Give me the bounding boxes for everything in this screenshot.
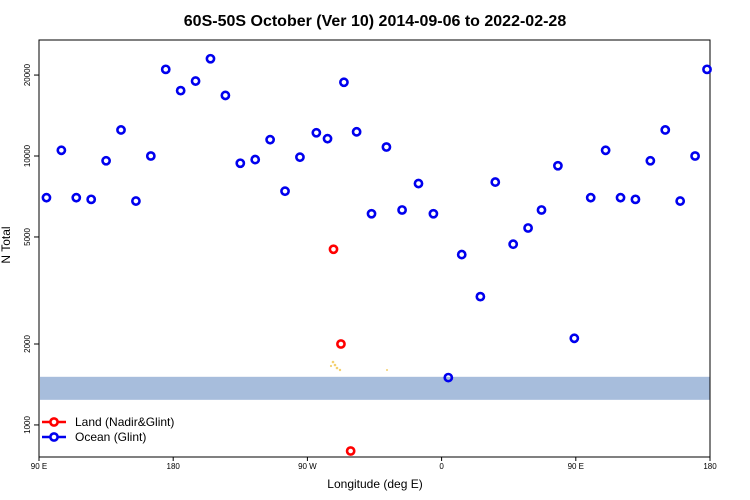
ocean-point: [381, 142, 392, 152]
ocean-point: [413, 178, 424, 189]
ocean-point: [116, 125, 126, 135]
ocean-point: [205, 53, 216, 64]
ocean-point: [145, 151, 156, 161]
legend-ocean-marker: [49, 432, 59, 442]
legend-land-marker: [49, 417, 59, 427]
ocean-point: [220, 90, 231, 101]
ocean-point: [311, 127, 322, 138]
ocean-point: [366, 208, 377, 219]
x-tick-label: 90 E: [568, 462, 584, 471]
x-tick-label: 90 E: [31, 462, 47, 471]
y-axis-label: N Total: [0, 226, 13, 263]
y-tick-label: 20000: [23, 63, 32, 86]
legend-ocean-label: Ocean (Glint): [75, 430, 146, 444]
ocean-point: [569, 333, 580, 344]
ocean-point: [456, 249, 467, 260]
ocean-point: [160, 64, 171, 75]
ocean-point: [190, 76, 201, 86]
x-axis-label: Longitude (deg E): [327, 477, 422, 491]
ocean-point: [250, 154, 261, 165]
x-tick-label: 180: [703, 462, 717, 471]
y-tick-label: 10000: [23, 144, 32, 167]
ocean-point: [339, 77, 349, 88]
land-point: [328, 244, 339, 255]
x-tick-label: 180: [167, 462, 181, 471]
ocean-point: [351, 126, 362, 137]
ocean-point: [428, 208, 439, 219]
ocean-point: [508, 239, 519, 250]
x-tick-label: 90 W: [298, 462, 317, 471]
ocean-point: [86, 194, 97, 205]
ocean-point: [101, 155, 111, 166]
ocean-point: [600, 145, 611, 156]
ocean-point: [235, 158, 246, 169]
ocean-point: [702, 64, 712, 75]
ocean-point: [645, 155, 656, 166]
coastline-fragment: [329, 360, 388, 372]
ocean-point: [660, 125, 671, 135]
ocean-point: [280, 186, 290, 197]
ocean-point: [615, 192, 626, 203]
ocean-point: [630, 194, 641, 205]
land-point: [336, 339, 346, 349]
ocean-point: [443, 372, 454, 383]
ocean-point: [71, 192, 82, 203]
ocean-point: [523, 223, 533, 233]
ocean-point: [490, 177, 501, 187]
ocean-point: [295, 152, 305, 163]
ocean-point: [675, 196, 686, 206]
y-tick-label: 5000: [23, 228, 32, 246]
ocean-point: [56, 145, 67, 156]
ocean-point: [690, 151, 700, 161]
chart-title: 60S-50S October (Ver 10) 2014-09-06 to 2…: [184, 13, 567, 30]
ocean-point: [397, 205, 407, 215]
ocean-point: [265, 134, 276, 145]
ocean-point: [322, 133, 333, 144]
background-band: [40, 376, 710, 400]
y-tick-label: 2000: [23, 335, 32, 353]
ocean-point: [41, 192, 52, 203]
y-tick-label: 1000: [23, 415, 32, 433]
legend-land-label: Land (Nadir&Glint): [75, 415, 174, 429]
legend: Land (Nadir&Glint)Ocean (Glint): [42, 415, 174, 444]
land-point: [345, 446, 356, 456]
ocean-point: [553, 160, 563, 171]
ocean-point: [585, 192, 596, 203]
plot-frame: [38, 39, 711, 458]
ocean-point: [536, 205, 547, 215]
ocean-point: [475, 291, 486, 302]
x-tick-label: 0: [439, 462, 444, 471]
ocean-point: [175, 85, 186, 96]
ocean-point: [131, 196, 141, 206]
